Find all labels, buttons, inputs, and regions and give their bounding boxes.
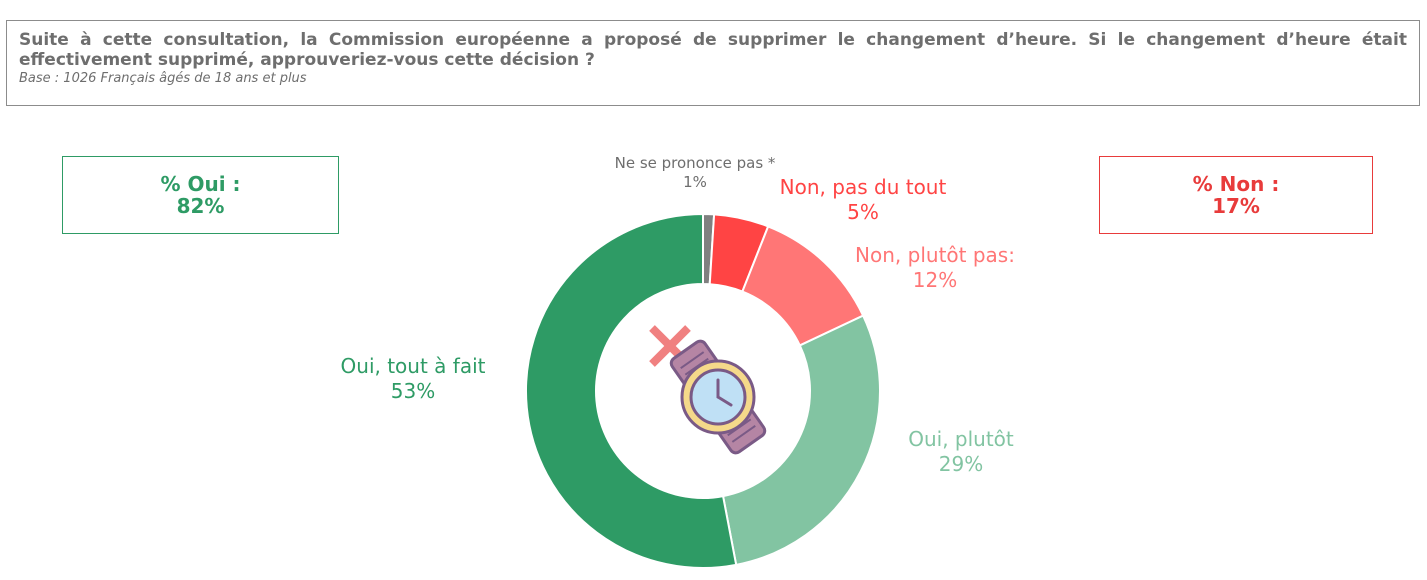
slice-name-oui-tout-a-fait: Oui, tout à fait (340, 354, 486, 378)
total-yes-label: % Oui : (160, 172, 241, 196)
watch-icon (649, 325, 767, 455)
total-no-box: % Non : 17% (1099, 156, 1373, 234)
slice-name-nsp: Ne se prononce pas * (614, 154, 776, 172)
slice-label-non-plutot-pas: Non, plutôt pas: 12% (855, 243, 1015, 293)
slice-value-oui-tout-a-fait: 53% (390, 379, 436, 403)
slice-oui-tout-a-fait (525, 212, 738, 569)
slice-oui-plutot (721, 314, 881, 567)
total-yes-value: 82% (176, 194, 225, 218)
total-no-label: % Non : (1192, 172, 1280, 196)
slice-name-non-plutot-pas: Non, plutôt pas: (855, 243, 1015, 267)
total-no-value: 17% (1212, 194, 1260, 218)
slice-label-oui-plutot: Oui, plutôt 29% (908, 427, 1014, 477)
question-box: Suite à cette consultation, la Commissio… (6, 20, 1420, 106)
slice-name-oui-plutot: Oui, plutôt (908, 427, 1014, 451)
slice-value-oui-plutot: 29% (938, 452, 984, 476)
base-note: Base : 1026 Français âgés de 18 ans et p… (19, 71, 307, 86)
slice-label-nsp: Ne se prononce pas * 1% (615, 154, 776, 192)
slice-value-nsp: 1% (683, 173, 707, 191)
donut-slices (525, 212, 881, 569)
slice-label-non-pas-du-tout: Non, pas du tout 5% (780, 175, 947, 225)
slice-name-non-pas-du-tout: Non, pas du tout (779, 175, 947, 199)
slice-label-oui-tout-a-fait: Oui, tout à fait 53% (341, 354, 486, 404)
slice-value-non-pas-du-tout: 5% (847, 200, 879, 224)
slice-value-non-plutot-pas: 12% (912, 268, 958, 292)
total-yes-box: % Oui : 82% (62, 156, 339, 234)
question-text: Suite à cette consultation, la Commissio… (19, 30, 1407, 70)
